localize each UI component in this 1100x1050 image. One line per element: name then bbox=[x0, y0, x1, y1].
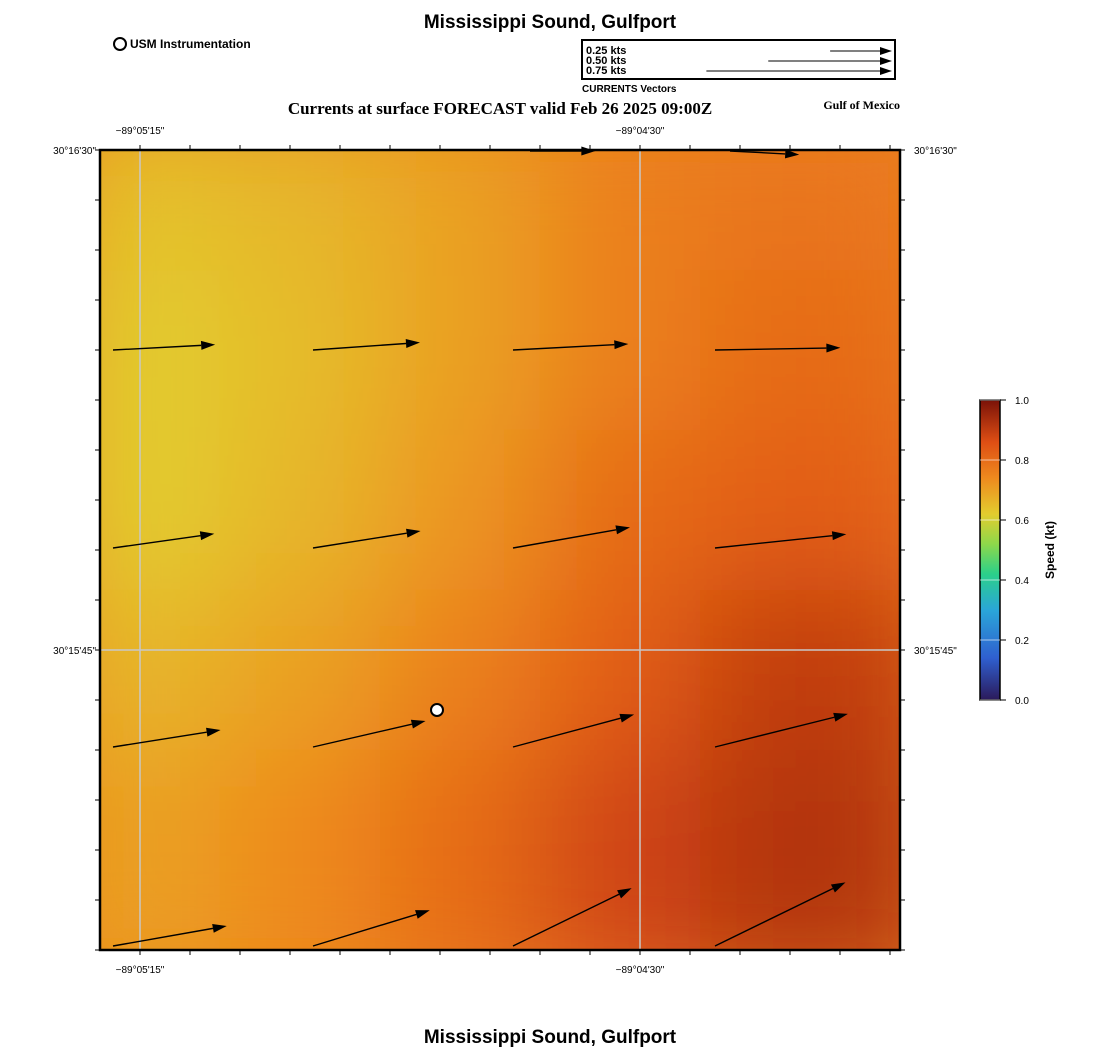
station-legend: USM Instrumentation bbox=[113, 37, 251, 51]
left-lat-label-1: 30°16'30" bbox=[53, 146, 96, 157]
right-lat-label-2: 30°15'45" bbox=[914, 646, 957, 657]
speed-cell bbox=[700, 750, 900, 950]
bottom-lon-label-2: −89°04'30" bbox=[616, 965, 665, 976]
current-vector-arrow bbox=[512, 525, 630, 549]
vector-legend-box: 0.25 kts 0.50 kts 0.75 kts bbox=[581, 39, 896, 80]
current-vector-arrow bbox=[512, 340, 629, 351]
current-vector-arrow bbox=[112, 923, 227, 947]
top-lon-label-2: −89°04'30" bbox=[616, 126, 665, 137]
bottom-lon-label-1: −89°05'15" bbox=[116, 965, 165, 976]
legend-arrow bbox=[768, 57, 892, 65]
speed-field bbox=[100, 150, 900, 950]
colorbar-tick-label: 0.0 bbox=[1015, 696, 1029, 707]
colorbar-tick-label: 1.0 bbox=[1015, 396, 1029, 407]
current-vector-arrow bbox=[512, 713, 635, 748]
colorbar-tick-label: 0.4 bbox=[1015, 576, 1029, 587]
current-vector-arrow bbox=[312, 719, 426, 748]
footer-title: Mississippi Sound, Gulfport bbox=[423, 1027, 677, 1048]
usm-station-marker[interactable] bbox=[430, 703, 444, 717]
map-title: Mississippi Sound, Gulfport bbox=[423, 12, 677, 33]
region-label: Gulf of Mexico bbox=[823, 98, 900, 112]
vector-legend-label-025: 0.25 kts bbox=[586, 45, 627, 57]
current-vector-arrow bbox=[312, 339, 420, 351]
colorbar-label: Speed (kt) bbox=[1043, 521, 1057, 579]
current-vector-arrow bbox=[714, 882, 846, 947]
current-vector-arrow bbox=[714, 531, 847, 549]
current-vector-arrow bbox=[112, 727, 221, 748]
current-vector-arrow bbox=[714, 343, 841, 353]
current-vector-arrow bbox=[512, 888, 632, 947]
left-lat-label-2: 30°15'45" bbox=[53, 646, 96, 657]
vector-legend-label-075: 0.75 kts bbox=[586, 65, 627, 77]
legend-arrow bbox=[830, 47, 892, 55]
current-vector-arrow bbox=[112, 531, 215, 549]
current-vector-arrow bbox=[312, 528, 421, 549]
right-lat-label-1: 30°16'30" bbox=[914, 146, 957, 157]
station-marker-icon bbox=[113, 37, 127, 51]
current-vector-arrow bbox=[312, 910, 430, 947]
station-legend-label: USM Instrumentation bbox=[130, 37, 251, 51]
colorbar-tick-label: 0.6 bbox=[1015, 516, 1029, 527]
current-vector-arrow bbox=[714, 712, 848, 748]
colorbar-tick-label: 0.2 bbox=[1015, 636, 1029, 647]
current-vector-arrow bbox=[112, 340, 216, 351]
vector-legend-title: CURRENTS Vectors bbox=[582, 84, 677, 95]
forecast-subtitle: Currents at surface FORECAST valid Feb 2… bbox=[287, 99, 713, 118]
current-vector-arrow bbox=[729, 149, 800, 159]
colorbar-tick-label: 0.8 bbox=[1015, 456, 1029, 467]
speed-colorbar: 0.0 0.2 0.4 0.6 0.8 1.0 Speed (kt) bbox=[979, 396, 1057, 707]
top-lon-label-1: −89°05'15" bbox=[116, 126, 165, 137]
vector-legend-arrows bbox=[706, 47, 892, 75]
legend-arrow bbox=[706, 67, 892, 75]
vector-legend-label-050: 0.50 kts bbox=[586, 55, 627, 67]
map-frame bbox=[95, 145, 905, 955]
